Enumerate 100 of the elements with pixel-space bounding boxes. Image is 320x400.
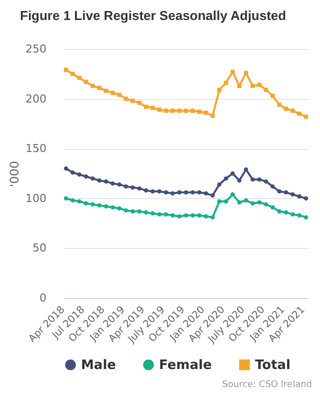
point <box>237 200 242 204</box>
point <box>190 108 195 113</box>
point <box>217 88 222 92</box>
point <box>97 86 102 90</box>
point <box>217 182 222 187</box>
point <box>257 82 262 87</box>
point <box>197 190 202 195</box>
y-tick-label: 0 <box>40 292 46 304</box>
point <box>230 192 235 197</box>
point <box>264 202 268 206</box>
point <box>210 114 215 118</box>
point <box>217 199 222 204</box>
point <box>204 214 208 218</box>
point <box>244 167 248 172</box>
point <box>84 80 88 84</box>
point <box>157 212 162 216</box>
point <box>70 72 75 76</box>
point <box>124 208 128 212</box>
point <box>150 106 155 110</box>
point <box>137 100 142 105</box>
point <box>277 189 282 194</box>
point <box>130 185 135 190</box>
point <box>184 213 188 218</box>
point <box>117 182 122 187</box>
point <box>204 191 208 196</box>
point <box>184 190 188 195</box>
y-tick-label: 200 <box>26 92 46 106</box>
point <box>84 201 88 206</box>
point <box>170 191 175 196</box>
point <box>157 189 162 194</box>
point <box>97 203 102 208</box>
chart-title: Figure 1 Live Register Seasonally Adjusted <box>20 8 286 23</box>
point <box>130 209 135 214</box>
point <box>250 201 255 206</box>
point <box>124 184 128 189</box>
source-note: Source: CSO Ireland <box>222 380 312 390</box>
point <box>297 213 302 218</box>
point <box>144 210 148 214</box>
y-tick-label: 100 <box>26 192 46 205</box>
point <box>104 204 108 208</box>
point <box>70 198 75 203</box>
point <box>224 176 228 181</box>
legend-label: Male <box>81 358 116 373</box>
point <box>197 110 202 114</box>
legend-label: Total <box>255 358 291 373</box>
point <box>150 211 155 216</box>
point <box>304 114 308 119</box>
point <box>277 102 282 107</box>
y-tick-label: 150 <box>26 142 46 156</box>
point <box>177 108 182 113</box>
point <box>110 90 115 95</box>
point <box>117 206 122 210</box>
point <box>84 174 88 179</box>
point <box>270 94 275 98</box>
point <box>90 84 95 88</box>
point <box>290 212 295 216</box>
legend-label: Female <box>159 358 212 373</box>
point <box>290 192 295 197</box>
point <box>284 190 288 195</box>
point <box>110 181 115 186</box>
point <box>184 108 188 113</box>
point <box>70 170 75 175</box>
point <box>204 110 208 115</box>
point <box>257 177 262 182</box>
point <box>164 212 168 216</box>
point <box>224 199 228 204</box>
point <box>270 184 275 189</box>
point <box>170 213 175 218</box>
point <box>257 200 262 204</box>
point <box>237 84 242 88</box>
point <box>284 210 288 214</box>
point <box>250 177 255 182</box>
point <box>104 88 108 93</box>
point <box>284 106 288 111</box>
point <box>270 205 275 210</box>
point <box>90 176 95 181</box>
point <box>304 215 308 220</box>
point <box>197 213 202 218</box>
point <box>137 186 142 191</box>
point <box>90 202 95 206</box>
point <box>264 88 268 92</box>
point <box>244 198 248 203</box>
point <box>290 108 295 113</box>
point <box>230 171 235 176</box>
point <box>210 193 215 198</box>
point <box>210 215 215 220</box>
point <box>150 189 155 194</box>
point <box>264 179 268 184</box>
point <box>124 96 128 101</box>
point <box>230 70 235 74</box>
y-tick-label: 250 <box>26 42 46 56</box>
point <box>104 179 108 184</box>
point <box>97 178 102 183</box>
y-axis-title: '000 <box>8 160 22 188</box>
point <box>144 188 148 193</box>
point <box>110 205 115 210</box>
point <box>130 98 135 103</box>
point <box>137 209 142 214</box>
point <box>297 194 302 199</box>
point <box>277 209 282 214</box>
